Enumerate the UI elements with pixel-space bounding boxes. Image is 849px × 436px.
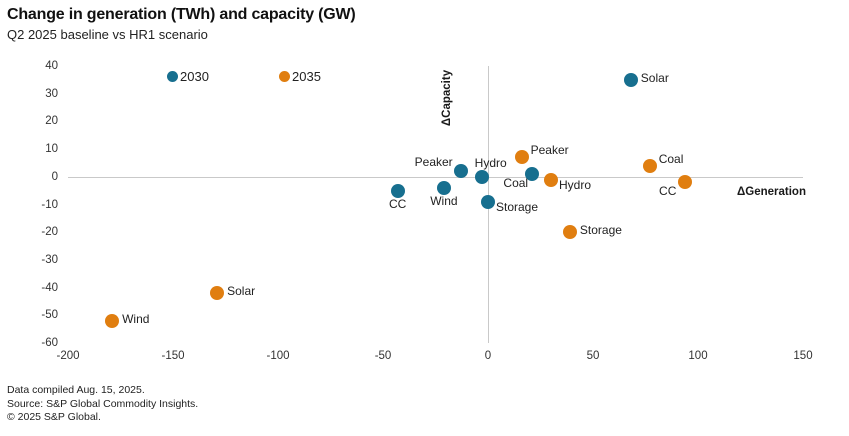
y-tick-label: 20	[45, 115, 58, 128]
y-tick-label: 0	[51, 170, 58, 183]
x-tick-label: -200	[56, 350, 80, 362]
chart-footnotes: Data compiled Aug. 15, 2025. Source: S&P…	[7, 384, 198, 425]
point-2030-wind	[436, 180, 451, 195]
x-tick-label: 50	[586, 350, 600, 362]
y-axis-title: ΔCapacity	[441, 69, 453, 127]
point-2030-cc	[390, 183, 405, 198]
x-tick-label: -150	[161, 350, 185, 362]
point-2030-coal	[525, 167, 540, 182]
point-2035-solar	[210, 286, 225, 301]
y-tick-label: -50	[41, 309, 58, 322]
legend-label-2035: 2035	[292, 69, 321, 84]
x-axis-zero-line	[68, 177, 803, 178]
x-tick-label: 100	[688, 350, 708, 362]
legend-label-2030: 2030	[180, 69, 209, 84]
point-2030-solar	[623, 72, 638, 87]
point-2035-hydro	[544, 172, 558, 187]
y-tick-label: -30	[41, 253, 58, 266]
point-label-2030-storage: Storage	[496, 199, 539, 214]
point-label-2030-peaker: Peaker	[414, 155, 453, 170]
x-axis-title: ΔGeneration	[737, 186, 806, 198]
point-2030-hydro	[474, 169, 489, 184]
point-label-2035-wind: Wind	[122, 311, 150, 326]
x-tick-label: -100	[266, 350, 290, 362]
x-tick-label: 0	[484, 350, 492, 362]
point-label-2030-solar: Solar	[640, 70, 669, 85]
point-label-2035-peaker: Peaker	[530, 143, 569, 158]
point-2035-storage	[562, 225, 577, 240]
point-2030-storage	[481, 194, 495, 209]
y-tick-label: 40	[45, 60, 58, 72]
point-label-2035-solar: Solar	[227, 284, 256, 299]
footnote-source: Source: S&P Global Commodity Insights.	[7, 397, 199, 410]
point-label-2030-coal: Coal	[503, 176, 529, 191]
point-label-2035-storage: Storage	[579, 223, 622, 238]
x-tick-label: -50	[374, 350, 392, 362]
footnote-copyright: © 2025 S&P Global.	[7, 411, 101, 423]
point-2035-cc	[678, 175, 693, 190]
point-label-2035-coal: Coal	[658, 151, 684, 166]
point-2035-wind	[105, 313, 120, 328]
point-label-2030-hydro: Hydro	[474, 155, 507, 170]
y-tick-label: -60	[41, 337, 58, 349]
footnote-data-compiled: Data compiled Aug. 15, 2025.	[7, 384, 145, 396]
chart-title: Change in generation (TWh) and capacity …	[7, 6, 356, 23]
x-tick-label: 150	[793, 350, 813, 362]
legend-item-2030: 2030	[167, 69, 209, 84]
point-2035-coal	[642, 158, 657, 173]
legend-item-2035: 2035	[279, 69, 321, 84]
chart-subtitle: Q2 2025 baseline vs HR1 scenario	[7, 27, 208, 42]
legend-dot-2035	[279, 71, 290, 82]
point-label-2030-cc: CC	[389, 196, 407, 211]
y-tick-label: -10	[41, 198, 58, 211]
point-2030-peaker	[453, 164, 468, 179]
legend-dot-2030	[167, 71, 178, 82]
point-2035-peaker	[514, 150, 529, 165]
y-tick-label: 30	[45, 87, 58, 100]
y-tick-label: 10	[45, 143, 58, 156]
y-tick-label: -40	[41, 281, 58, 294]
point-label-2035-hydro: Hydro	[559, 177, 592, 192]
point-label-2035-cc: CC	[659, 184, 677, 199]
point-label-2030-wind: Wind	[430, 193, 458, 208]
y-tick-label: -20	[41, 226, 58, 239]
